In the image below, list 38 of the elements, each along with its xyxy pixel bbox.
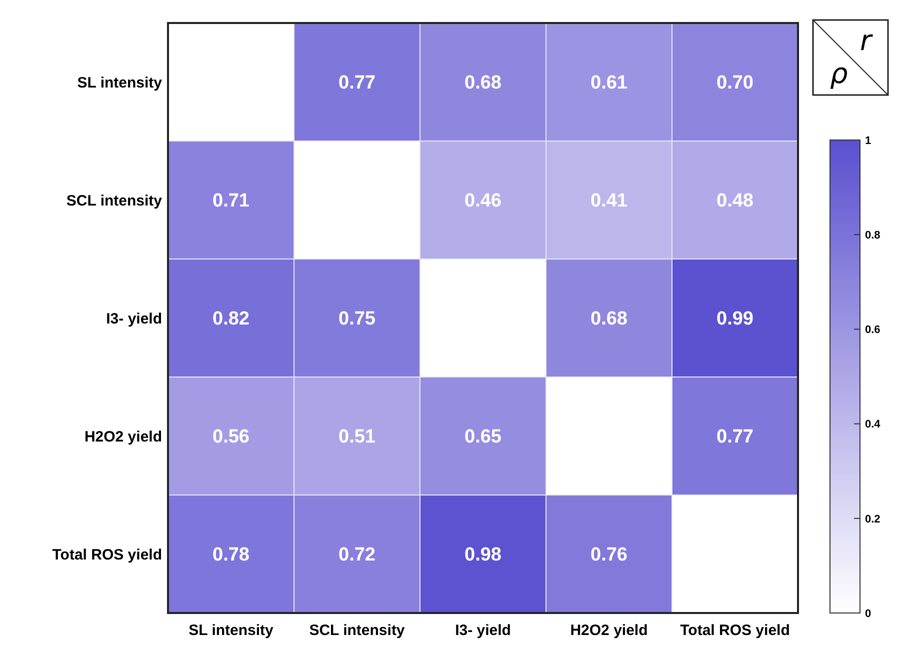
data-label: 0.56 (212, 426, 250, 448)
color-bar-label: 0.6 (865, 324, 880, 336)
y-tick-label: Total ROS yield (52, 546, 162, 564)
data-label: 0.72 (338, 544, 376, 566)
data-label: 0.70 (716, 72, 754, 94)
data-label: 0.46 (464, 190, 502, 212)
color-bar-label: 0.4 (865, 418, 882, 431)
y-tick-label: SCL intensity (66, 192, 163, 210)
y-tick-label: H2O2 yield (84, 428, 162, 446)
y-tick-label: I3- yield (106, 310, 162, 328)
data-label: 0.98 (464, 544, 502, 566)
x-tick-label: SCL intensity (309, 622, 406, 639)
color-bar-label: 1 (865, 134, 872, 147)
y-tick-label: SL intensity (77, 74, 163, 92)
data-label: 0.65 (464, 426, 502, 448)
x-tick-label: H2O2 yield (570, 622, 648, 639)
data-label: 0.78 (212, 544, 250, 566)
data-label: 0.99 (716, 308, 754, 330)
x-tick-label: I3- yield (455, 622, 511, 639)
color-bar-label: 0.2 (865, 513, 880, 526)
data-label: 0.41 (590, 190, 628, 212)
x-tick-label: Total ROS yield (680, 622, 790, 639)
data-label: 0.61 (590, 72, 628, 94)
data-label: 0.68 (590, 308, 628, 330)
data-label: 0.76 (590, 544, 628, 566)
color-bar-label: 0.8 (865, 229, 880, 242)
data-label: 0.48 (716, 190, 754, 212)
x-tick-label: SL intensity (188, 622, 274, 639)
data-label: 0.82 (212, 308, 250, 330)
color-bar-label: 0 (865, 608, 872, 620)
text: r (860, 24, 873, 57)
data-label: 0.68 (464, 72, 502, 94)
data-label: 0.75 (338, 308, 376, 330)
text: ρ (830, 57, 848, 90)
data-label: 0.71 (212, 190, 250, 212)
data-label: 0.77 (716, 426, 754, 448)
data-label: 0.77 (338, 72, 376, 94)
data-label: 0.51 (338, 426, 376, 448)
